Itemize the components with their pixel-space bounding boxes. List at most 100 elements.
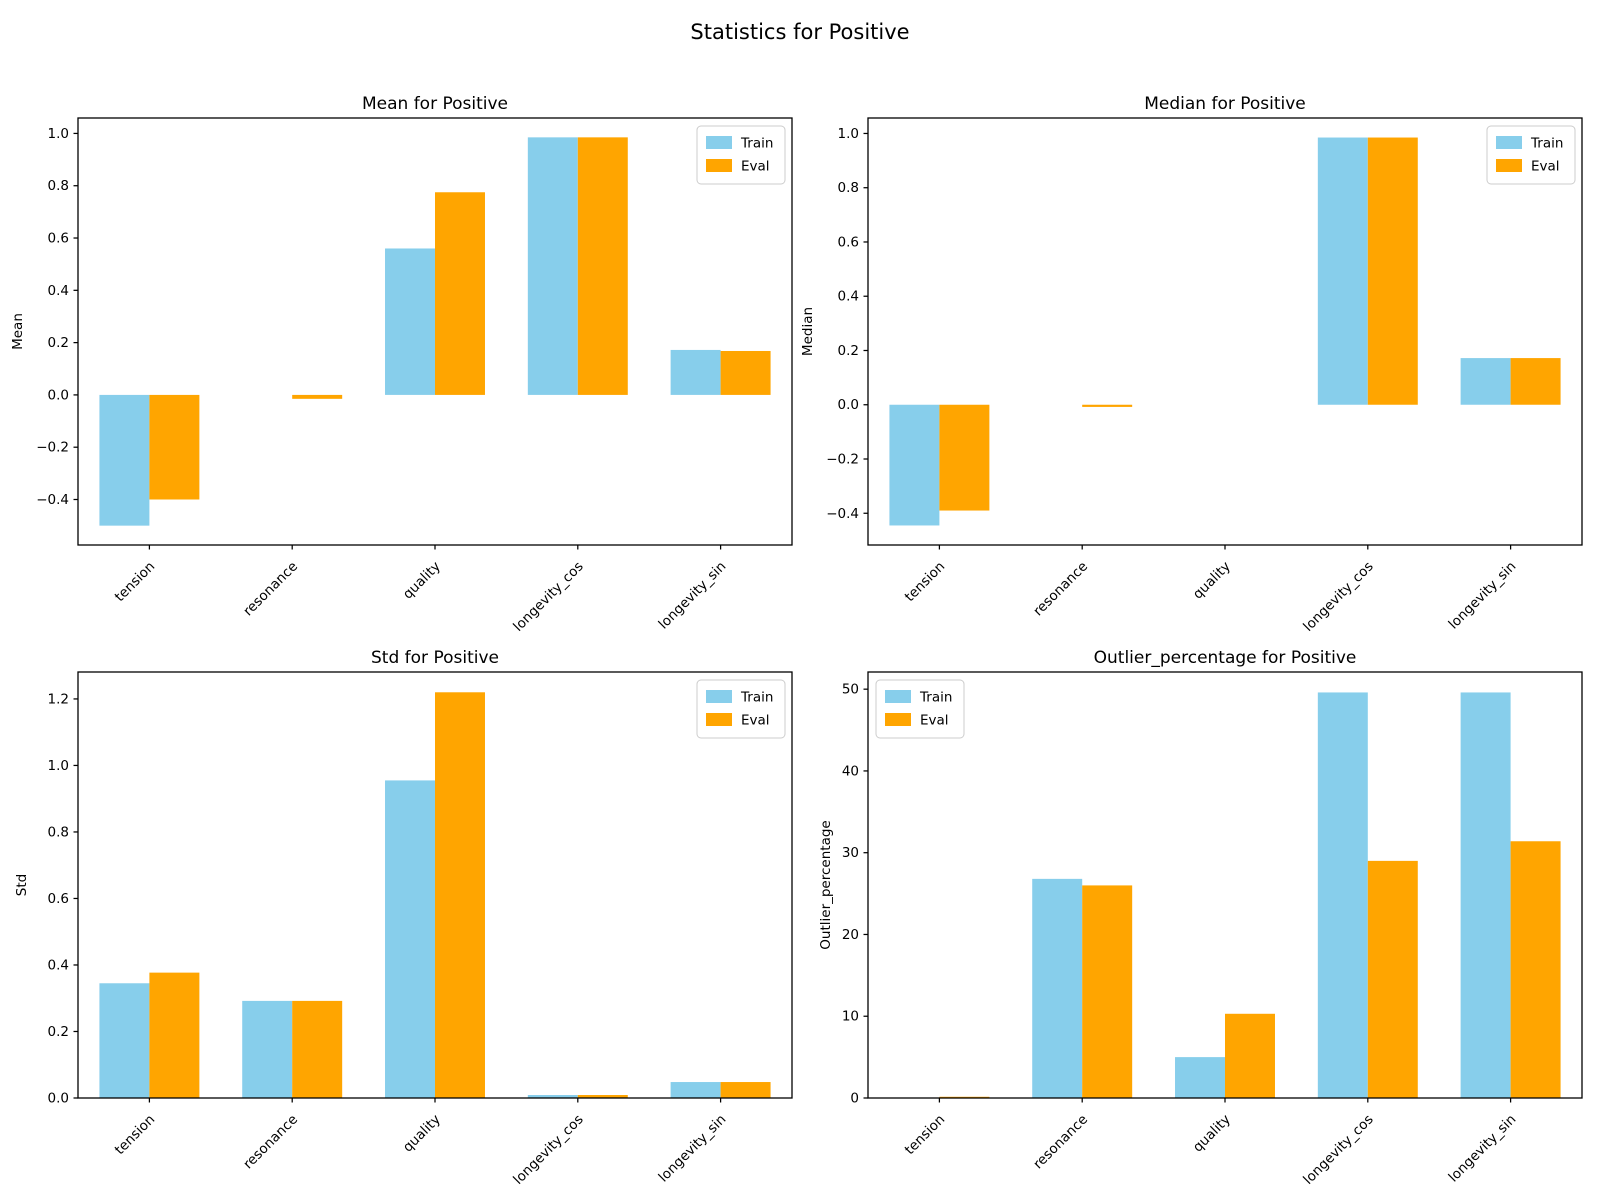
y-tick-label: −0.4	[36, 492, 69, 508]
x-tick-label: tension	[902, 1112, 949, 1159]
y-tick-label: −0.2	[36, 440, 69, 456]
bar-train-quality	[385, 248, 435, 395]
bar-train-longevity_sin	[1460, 358, 1511, 405]
bar-eval-longevity_sin	[1510, 358, 1561, 405]
x-tick-label: resonance	[240, 1112, 301, 1173]
subplot-title: Outlier_percentage for Positive	[1094, 648, 1357, 668]
y-tick-label: 0.0	[48, 1091, 69, 1107]
subplot-median: 1.0 0.8 0.6 0.4 0.2 0.0 −0.2 −0.4 tension resonan…	[800, 94, 1583, 635]
bar-eval-resonance	[1082, 885, 1133, 1098]
y-tick-label: 0.8	[838, 180, 859, 196]
y-tick-label: 1.0	[48, 758, 69, 774]
bar-train-longevity_cos	[527, 1095, 578, 1098]
subplot-mean: 1.0 0.8 0.6 0.4 0.2 0.0 −0.2 −0.4 tension resonan…	[10, 94, 793, 635]
subplot-title: Mean for Positive	[362, 94, 508, 114]
y-tick-label: 0	[850, 1091, 859, 1107]
legend: Train Eval	[1486, 125, 1576, 185]
subplot-title: Std for Positive	[371, 648, 499, 668]
bar-eval-longevity_cos	[577, 1095, 628, 1098]
bar-eval-longevity_cos	[1367, 860, 1418, 1098]
legend-eval-swatch	[1496, 159, 1522, 172]
legend-eval-swatch	[706, 713, 732, 726]
legend-train-label: Train	[919, 690, 952, 706]
x-tick-label: longevity_sin	[1445, 1112, 1519, 1186]
bar-eval-resonance	[292, 1000, 343, 1098]
legend-train-swatch	[706, 136, 732, 149]
x-tick-label: longevity_cos	[1300, 559, 1376, 635]
bar-train-tension	[889, 404, 940, 526]
x-tick-label: longevity_sin	[655, 559, 729, 633]
y-axis-label: Std	[14, 874, 30, 896]
y-tick-label: 1.0	[838, 126, 859, 142]
subplot-title: Median for Positive	[1144, 94, 1306, 114]
figure-suptitle: Statistics for Positive	[690, 20, 910, 44]
x-tick-label: tension	[112, 1112, 159, 1159]
x-tick-label: resonance	[1030, 1112, 1091, 1173]
bar-eval-quality	[1225, 1013, 1275, 1098]
bar-eval-quality	[435, 692, 485, 1098]
bar-train-longevity_sin	[670, 1082, 721, 1098]
y-tick-label: 1.2	[48, 691, 69, 707]
y-tick-label: 0.8	[48, 824, 69, 840]
x-tick-label: quality	[400, 559, 444, 603]
y-tick-label: 0.6	[838, 234, 859, 250]
y-tick-label: 0.4	[48, 957, 69, 973]
subplot-std: 0.0 0.2 0.4 0.6 0.8 1.0 1.2 tension resonance qua…	[14, 648, 793, 1188]
bar-train-tension	[99, 983, 150, 1098]
x-tick-label: longevity_sin	[1445, 559, 1519, 633]
x-tick-label: longevity_cos	[510, 559, 586, 635]
legend-eval-label: Eval	[741, 159, 770, 175]
bar-eval-tension	[149, 394, 200, 500]
y-tick-label: −0.4	[826, 506, 859, 522]
y-tick-label: 0.8	[48, 178, 69, 194]
x-tick-label: longevity_cos	[510, 1112, 586, 1188]
bar-eval-longevity_sin	[720, 350, 771, 395]
legend: Train Eval	[696, 125, 786, 185]
y-axis-label: Median	[800, 307, 816, 356]
bar-eval-longevity_sin	[1510, 841, 1561, 1098]
y-tick-label: 40	[842, 763, 859, 779]
legend-train-label: Train	[740, 136, 773, 152]
legend-eval-label: Eval	[741, 713, 770, 729]
bar-train-longevity_sin	[670, 349, 721, 395]
bar-eval-longevity_cos	[577, 137, 628, 395]
bar-eval-resonance	[292, 394, 343, 399]
bar-train-resonance	[1032, 878, 1083, 1098]
x-tick-label: tension	[902, 559, 949, 606]
y-tick-label: 0.2	[48, 335, 69, 351]
bar-train-longevity_cos	[1317, 137, 1368, 405]
legend-train-swatch	[885, 690, 911, 703]
legend-eval-swatch	[706, 159, 732, 172]
x-tick-label: longevity_cos	[1300, 1112, 1376, 1188]
bar-train-longevity_sin	[1460, 692, 1511, 1098]
x-tick-label: longevity_sin	[655, 1112, 729, 1186]
x-tick-label: quality	[1190, 1112, 1234, 1156]
y-tick-label: 20	[842, 927, 859, 943]
y-tick-label: 50	[842, 682, 859, 698]
bar-train-resonance	[242, 1000, 293, 1098]
y-tick-label: 0.2	[48, 1024, 69, 1040]
legend-eval-label: Eval	[920, 713, 949, 729]
bar-eval-quality	[435, 192, 485, 395]
legend-train-swatch	[706, 690, 732, 703]
bar-eval-tension	[149, 972, 200, 1098]
x-tick-label: quality	[1190, 559, 1234, 603]
legend-train-label: Train	[1530, 136, 1563, 152]
bar-train-quality	[385, 780, 435, 1098]
y-tick-label: 0.6	[48, 891, 69, 907]
legend: Train Eval	[875, 679, 965, 739]
y-tick-label: 0.6	[48, 231, 69, 247]
legend: Train Eval	[696, 679, 786, 739]
bar-eval-tension	[939, 404, 990, 511]
y-axis-label: Outlier_percentage	[818, 820, 834, 949]
subplot-outlier_percentage: 0 10 20 30 40 50 tension resonance quality longev…	[818, 648, 1583, 1188]
bar-eval-resonance	[1082, 404, 1133, 407]
legend-train-swatch	[1496, 136, 1522, 149]
legend-eval-swatch	[885, 713, 911, 726]
y-tick-label: 0.2	[838, 343, 859, 359]
y-tick-label: 0.0	[48, 387, 69, 403]
legend-eval-label: Eval	[1531, 159, 1560, 175]
bar-train-quality	[1175, 1057, 1225, 1098]
